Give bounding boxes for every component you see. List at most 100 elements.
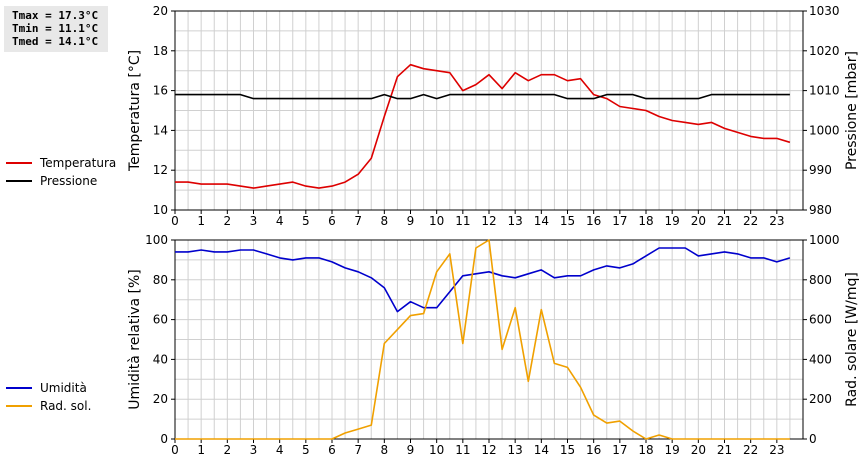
- x-tick-label: 23: [769, 443, 784, 457]
- x-tick-label: 19: [665, 443, 680, 457]
- y-tick-label-left: 14: [153, 123, 168, 137]
- x-tick-label: 11: [455, 214, 470, 228]
- x-tick-label: 12: [481, 214, 496, 228]
- stats-box: Tmax = 17.3°C Tmin = 11.1°C Tmed = 14.1°C: [4, 6, 108, 52]
- x-tick-label: 16: [586, 214, 601, 228]
- x-tick-label: 18: [638, 443, 653, 457]
- y-tick-label-left: 40: [153, 352, 168, 366]
- x-tick-label: 21: [717, 214, 732, 228]
- y-tick-label-right: 800: [809, 273, 832, 287]
- y-tick-label-right: 1000: [809, 123, 840, 137]
- x-tick-label: 15: [560, 214, 575, 228]
- x-tick-label: 17: [612, 443, 627, 457]
- x-tick-label: 3: [250, 443, 258, 457]
- x-tick-label: 13: [508, 443, 523, 457]
- x-tick-label: 19: [665, 214, 680, 228]
- x-tick-label: 15: [560, 443, 575, 457]
- y-tick-label-right: 990: [809, 163, 832, 177]
- y-tick-label-right: 600: [809, 313, 832, 327]
- legend-swatch-temperatura: [6, 162, 32, 164]
- x-tick-label: 21: [717, 443, 732, 457]
- x-tick-label: 6: [328, 443, 336, 457]
- x-tick-label: 3: [250, 214, 258, 228]
- y-tick-label-right: 400: [809, 352, 832, 366]
- y-tick-label-right: 1020: [809, 44, 840, 58]
- legend-swatch-umidita: [6, 387, 32, 389]
- y-tick-label-right: 1000: [809, 233, 840, 247]
- series-line-umidit-: [175, 247, 791, 313]
- x-tick-label: 14: [534, 214, 549, 228]
- x-tick-label: 20: [691, 214, 706, 228]
- y-tick-label-left: 100: [145, 233, 168, 247]
- y-tick-label-left: 60: [153, 313, 168, 327]
- x-tick-label: 22: [743, 443, 758, 457]
- x-tick-label: 4: [276, 443, 284, 457]
- y-tick-label-left: 20: [153, 4, 168, 18]
- legend-item-radsol: Rad. sol.: [6, 397, 91, 415]
- legend-swatch-radsol: [6, 405, 32, 407]
- legend-label-pressione: Pressione: [40, 174, 98, 188]
- x-tick-label: 20: [691, 443, 706, 457]
- x-tick-label: 17: [612, 214, 627, 228]
- legend-swatch-pressione: [6, 180, 32, 182]
- x-tick-label: 9: [407, 443, 415, 457]
- y-axis-label-left: Umidità relativa [%]: [127, 269, 143, 410]
- y-tick-label-left: 80: [153, 273, 168, 287]
- x-tick-label: 22: [743, 214, 758, 228]
- y-tick-label-left: 12: [153, 163, 168, 177]
- x-tick-label: 1: [197, 214, 205, 228]
- y-tick-label-right: 1010: [809, 84, 840, 98]
- y-axis-label-left: Temperatura [°C]: [127, 50, 143, 172]
- y-axis-label-right: Pressione [mbar]: [844, 51, 860, 170]
- x-tick-label: 11: [455, 443, 470, 457]
- x-tick-label: 18: [638, 214, 653, 228]
- tmin-text: Tmin = 11.1°C: [12, 22, 99, 35]
- x-tick-label: 5: [302, 443, 310, 457]
- legend-top: Temperatura Pressione: [6, 154, 116, 190]
- x-tick-label: 0: [171, 443, 179, 457]
- x-tick-label: 9: [407, 214, 415, 228]
- x-tick-label: 14: [534, 443, 549, 457]
- y-tick-label-left: 18: [153, 44, 168, 58]
- legend-item-pressione: Pressione: [6, 172, 116, 190]
- legend-item-umidita: Umidità: [6, 379, 91, 397]
- legend-label-umidita: Umidità: [40, 381, 87, 395]
- x-tick-label: 2: [224, 443, 232, 457]
- x-tick-label: 7: [354, 443, 362, 457]
- x-tick-label: 16: [586, 443, 601, 457]
- x-tick-label: 7: [354, 214, 362, 228]
- x-tick-label: 10: [429, 214, 444, 228]
- legend-bottom: Umidità Rad. sol.: [6, 379, 91, 415]
- y-tick-label-left: 16: [153, 84, 168, 98]
- x-tick-label: 23: [769, 214, 784, 228]
- series-line-pressione: [175, 93, 790, 100]
- series-line-rad-sol-: [175, 239, 790, 440]
- x-tick-label: 0: [171, 214, 179, 228]
- x-tick-label: 6: [328, 214, 336, 228]
- y-tick-label-left: 20: [153, 392, 168, 406]
- legend-label-radsol: Rad. sol.: [40, 399, 92, 413]
- x-tick-label: 4: [276, 214, 284, 228]
- tmax-text: Tmax = 17.3°C: [12, 9, 99, 22]
- y-tick-label-right: 200: [809, 392, 832, 406]
- tmed-text: Tmed = 14.1°C: [12, 35, 99, 48]
- y-tick-label-left: 0: [160, 432, 168, 446]
- x-tick-label: 8: [381, 214, 389, 228]
- y-tick-label-right: 1030: [809, 4, 840, 18]
- x-tick-label: 13: [508, 214, 523, 228]
- legend-label-temperatura: Temperatura: [40, 156, 117, 170]
- x-tick-label: 10: [429, 443, 444, 457]
- x-tick-label: 8: [381, 443, 389, 457]
- y-tick-label-right: 0: [809, 432, 817, 446]
- series-line-temperatura: [175, 63, 791, 189]
- legend-item-temperatura: Temperatura: [6, 154, 116, 172]
- y-axis-label-right: Rad. solare [W/mq]: [844, 272, 860, 407]
- x-tick-label: 2: [224, 214, 232, 228]
- y-tick-label-right: 980: [809, 203, 832, 217]
- x-tick-label: 5: [302, 214, 310, 228]
- x-tick-label: 12: [481, 443, 496, 457]
- y-tick-label-left: 10: [153, 203, 168, 217]
